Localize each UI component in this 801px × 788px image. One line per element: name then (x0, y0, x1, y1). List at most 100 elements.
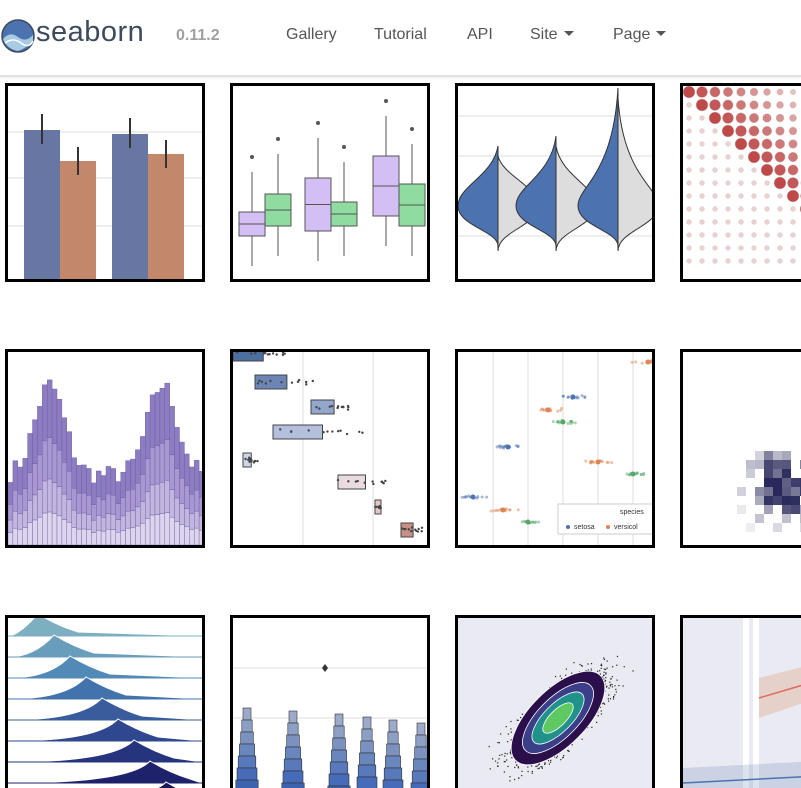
pt (602, 676, 604, 678)
pt (606, 660, 608, 662)
hist (179, 441, 185, 479)
thumbnail[interactable] (455, 83, 659, 282)
pt (497, 765, 499, 768)
violin-l (458, 145, 499, 247)
gap (743, 618, 749, 788)
pt (507, 508, 511, 512)
hist (154, 483, 161, 515)
cell (782, 478, 791, 487)
dot (764, 232, 770, 238)
mean (570, 394, 576, 400)
thumbnail[interactable] (5, 614, 207, 788)
pt (616, 679, 618, 681)
nav-tutorial[interactable]: Tutorial (374, 26, 427, 44)
thumbnail[interactable] (230, 347, 430, 548)
brand[interactable]: seaborn (36, 16, 145, 48)
dot (699, 128, 705, 134)
pt (612, 698, 615, 700)
pt (611, 666, 614, 668)
pt (574, 396, 578, 400)
ridge (8, 676, 202, 700)
pt (264, 352, 267, 355)
pt (570, 419, 574, 423)
dot (790, 219, 796, 225)
hist (154, 445, 161, 485)
boxen (386, 743, 400, 757)
thumbnail[interactable] (230, 615, 434, 788)
thumbnail[interactable] (455, 615, 655, 788)
pt (634, 360, 638, 364)
ridge (8, 634, 202, 658)
thumb-content (8, 379, 202, 545)
thumb-content (8, 114, 202, 279)
pt (356, 479, 359, 483)
hist (149, 394, 156, 448)
pt (600, 667, 602, 669)
dot (738, 245, 744, 251)
thumbnail[interactable] (230, 83, 430, 282)
pt (603, 658, 606, 661)
pt (402, 527, 406, 531)
dot (761, 138, 773, 150)
pt (597, 670, 599, 672)
hist (42, 480, 48, 514)
pt (510, 753, 512, 755)
hist (61, 462, 68, 495)
thumbnail[interactable] (680, 83, 801, 282)
pt (609, 698, 612, 700)
cell (764, 496, 773, 505)
thumb-content (683, 86, 801, 264)
thumbnail[interactable] (680, 615, 801, 788)
dot (696, 86, 708, 98)
pt (603, 674, 605, 676)
hist (105, 529, 112, 545)
pt (489, 768, 491, 770)
cell (764, 451, 773, 460)
nav-page[interactable]: Page (613, 26, 667, 44)
thumbnail[interactable] (680, 349, 801, 548)
hist (17, 494, 23, 515)
hist (140, 436, 146, 475)
pt (497, 742, 499, 744)
boxen (288, 710, 298, 724)
nav-label: API (467, 26, 493, 43)
hist (105, 493, 112, 514)
thumb-content (233, 352, 424, 545)
pt (514, 766, 516, 769)
pt (616, 655, 619, 658)
pt (326, 430, 329, 433)
thumb-content (458, 87, 652, 252)
hist (140, 501, 146, 524)
dot (725, 154, 731, 160)
pt (642, 473, 646, 477)
hist (76, 512, 82, 530)
hist (81, 512, 87, 530)
pt (516, 444, 520, 448)
thumbnail[interactable] (5, 349, 205, 548)
pt (600, 663, 603, 665)
nav-site[interactable]: Site (530, 26, 574, 44)
hist (159, 482, 165, 514)
dot (736, 87, 746, 97)
pt (611, 676, 613, 678)
dot (686, 154, 692, 160)
pt (517, 719, 519, 721)
boxen (333, 725, 345, 739)
pt (597, 715, 599, 717)
thumbnail[interactable]: species setosa versicol (455, 349, 660, 548)
nav-api[interactable]: API (467, 26, 493, 44)
nav-gallery[interactable]: Gallery (286, 26, 337, 44)
pt (498, 445, 502, 449)
pt (565, 674, 567, 676)
pt (548, 763, 550, 765)
pt (517, 766, 519, 768)
pt (612, 696, 615, 698)
hist (71, 488, 77, 511)
boxen (327, 785, 351, 788)
thumbnail[interactable] (5, 83, 205, 282)
pt (656, 361, 659, 364)
hist (144, 458, 151, 493)
pt (538, 767, 540, 769)
pt (336, 429, 340, 433)
version: 0.11.2 (176, 27, 220, 44)
